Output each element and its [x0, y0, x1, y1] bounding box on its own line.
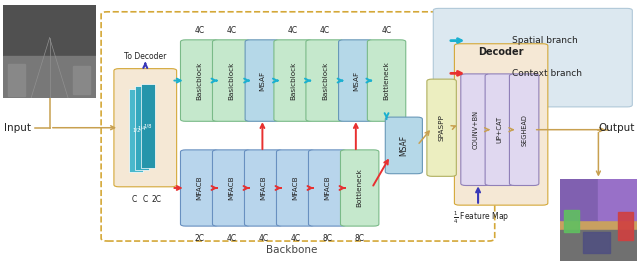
FancyBboxPatch shape	[509, 74, 539, 185]
Text: 1/2: 1/2	[132, 128, 141, 133]
FancyBboxPatch shape	[180, 40, 219, 121]
Text: UP+CAT: UP+CAT	[497, 116, 503, 143]
Text: MFACB: MFACB	[260, 176, 267, 200]
FancyBboxPatch shape	[339, 40, 373, 121]
Text: 2C: 2C	[195, 234, 205, 243]
Text: MSAF: MSAF	[353, 70, 359, 91]
Text: Decoder: Decoder	[478, 47, 524, 57]
FancyBboxPatch shape	[433, 8, 632, 107]
FancyBboxPatch shape	[212, 150, 251, 226]
Text: MFACB: MFACB	[324, 176, 331, 200]
Text: Bottleneck: Bottleneck	[383, 61, 390, 100]
Text: Basicblock: Basicblock	[228, 61, 235, 100]
Text: 4C: 4C	[320, 26, 330, 35]
Text: SEGHEAD: SEGHEAD	[521, 114, 527, 146]
FancyBboxPatch shape	[135, 86, 149, 170]
FancyBboxPatch shape	[245, 40, 280, 121]
FancyBboxPatch shape	[276, 150, 315, 226]
FancyBboxPatch shape	[340, 150, 379, 226]
FancyBboxPatch shape	[114, 69, 177, 187]
FancyBboxPatch shape	[141, 84, 155, 168]
Text: 4C: 4C	[227, 26, 237, 35]
Text: MFACB: MFACB	[292, 176, 299, 200]
Text: 4C: 4C	[291, 234, 301, 243]
Text: C: C	[143, 195, 148, 204]
Text: 1/4: 1/4	[138, 126, 147, 131]
Text: Context branch: Context branch	[512, 69, 582, 78]
Text: C: C	[131, 195, 136, 204]
Text: 4C: 4C	[227, 234, 237, 243]
Text: 4C: 4C	[381, 26, 392, 35]
Text: $\frac{1}{4}$ Feature Map: $\frac{1}{4}$ Feature Map	[453, 209, 509, 226]
FancyBboxPatch shape	[308, 150, 347, 226]
Text: MFACB: MFACB	[228, 176, 235, 200]
FancyBboxPatch shape	[454, 44, 548, 205]
Text: Input: Input	[4, 123, 31, 133]
Text: Spatial branch: Spatial branch	[512, 36, 578, 45]
Text: 4C: 4C	[288, 26, 298, 35]
Text: 4C: 4C	[259, 234, 269, 243]
Text: COUNV+BN: COUNV+BN	[472, 110, 479, 149]
Text: Output: Output	[598, 123, 634, 133]
Text: Basicblock: Basicblock	[196, 61, 203, 100]
FancyBboxPatch shape	[212, 40, 251, 121]
FancyBboxPatch shape	[306, 40, 344, 121]
FancyBboxPatch shape	[427, 79, 456, 176]
Text: Basicblock: Basicblock	[290, 61, 296, 100]
Text: MFACB: MFACB	[196, 176, 203, 200]
Text: To Decoder: To Decoder	[124, 52, 166, 61]
Text: Backbone: Backbone	[266, 245, 317, 255]
Text: Basicblock: Basicblock	[322, 61, 328, 100]
Text: Bottleneck: Bottleneck	[356, 168, 363, 208]
Text: MSAF: MSAF	[399, 135, 408, 156]
FancyBboxPatch shape	[244, 150, 283, 226]
FancyBboxPatch shape	[385, 117, 422, 174]
Text: SPASPP: SPASPP	[438, 114, 445, 141]
FancyBboxPatch shape	[274, 40, 312, 121]
Text: MSAF: MSAF	[259, 70, 266, 91]
Text: 1/8: 1/8	[143, 124, 152, 129]
Text: 2C: 2C	[152, 195, 162, 204]
Text: 4C: 4C	[195, 26, 205, 35]
Text: 8C: 8C	[323, 234, 333, 243]
FancyBboxPatch shape	[367, 40, 406, 121]
Text: 8C: 8C	[355, 234, 365, 243]
FancyBboxPatch shape	[461, 74, 490, 185]
FancyBboxPatch shape	[129, 89, 143, 172]
FancyBboxPatch shape	[180, 150, 219, 226]
FancyBboxPatch shape	[485, 74, 515, 185]
